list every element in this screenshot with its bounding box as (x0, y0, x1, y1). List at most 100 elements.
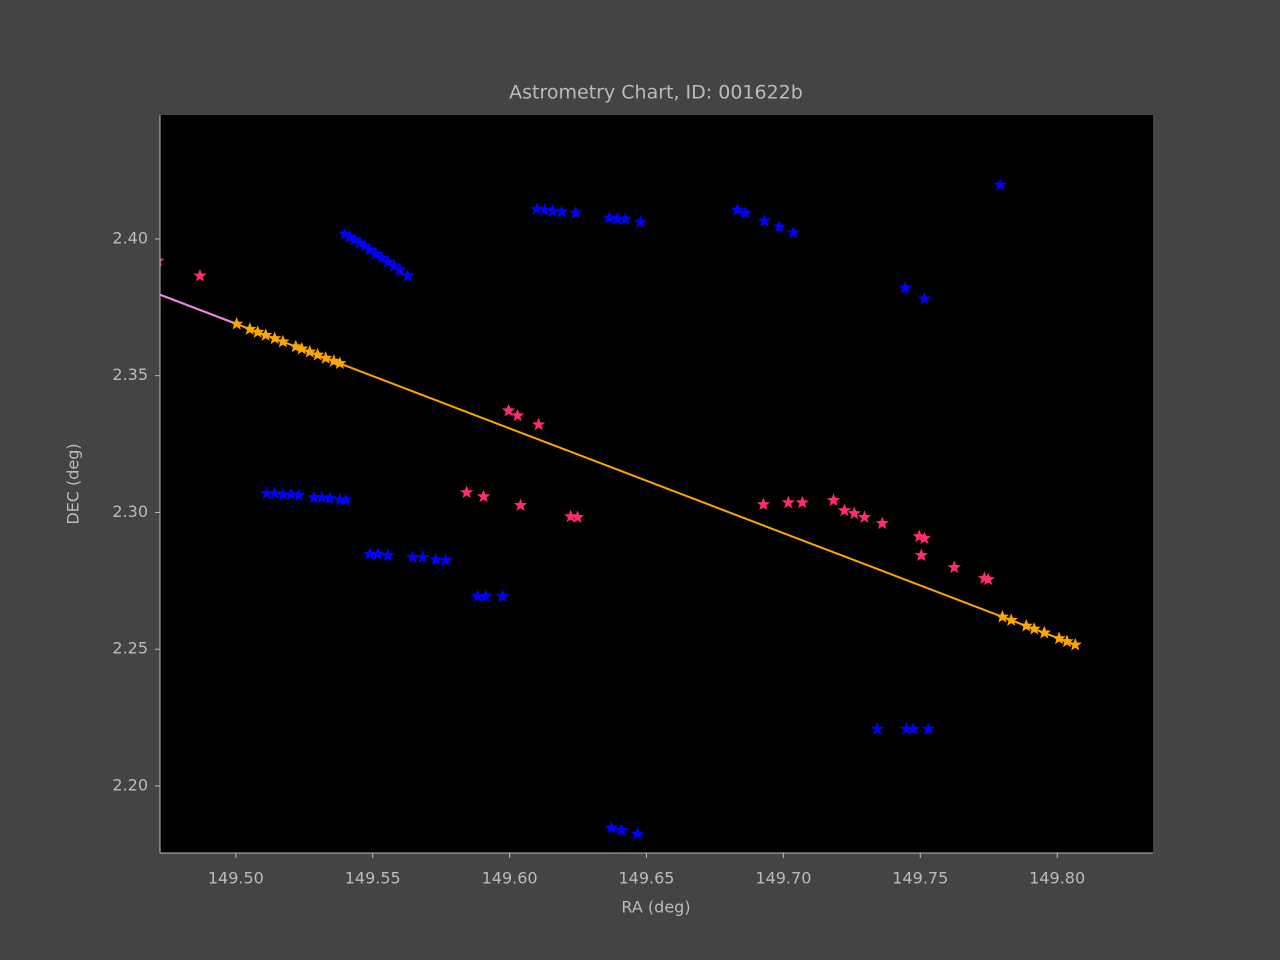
star-point (363, 242, 377, 256)
star-point (870, 722, 884, 735)
x-axis-label: RA (deg) (621, 898, 690, 917)
star-point (917, 531, 932, 545)
star-point (193, 268, 207, 282)
star-point (993, 178, 1007, 191)
star-point (259, 328, 273, 341)
star-point (260, 486, 274, 500)
star-point (899, 722, 913, 735)
star-point (358, 239, 372, 252)
star-point (323, 491, 337, 505)
star-point (243, 322, 257, 335)
star-point (786, 225, 800, 239)
y-tick-label: 2.25 (112, 639, 148, 658)
star-point (564, 509, 578, 523)
star-point (353, 236, 367, 249)
star-point (387, 258, 401, 272)
star-point (1027, 621, 1041, 635)
star-point (795, 495, 809, 509)
star-point (371, 547, 385, 560)
star-point (1004, 613, 1018, 626)
star-point (1019, 618, 1033, 632)
star-point (495, 589, 510, 603)
y-tick-label: 2.20 (112, 775, 148, 794)
star-point (570, 510, 585, 524)
star-point (781, 495, 795, 509)
star-point (730, 202, 745, 216)
y-tick-label: 2.35 (112, 365, 148, 384)
star-point (268, 331, 282, 345)
y-tick-label: 2.30 (112, 502, 148, 521)
star-point (530, 202, 544, 215)
star-point (478, 589, 493, 603)
star-point (847, 506, 861, 520)
star-point (303, 344, 317, 358)
star-point (438, 553, 453, 566)
star-point (406, 550, 420, 563)
star-point (333, 356, 347, 370)
star-point (315, 490, 329, 504)
star-point (363, 547, 377, 560)
star-point (1052, 631, 1066, 645)
star-point (917, 291, 932, 305)
star-point (538, 202, 552, 216)
star-point (348, 233, 362, 246)
star-point (981, 572, 995, 586)
star-point (545, 204, 560, 217)
star-point (906, 722, 920, 735)
star-point (375, 250, 389, 264)
star-point (393, 262, 407, 276)
star-point (470, 589, 485, 603)
star-point (230, 316, 244, 330)
star-point (476, 489, 491, 503)
star-point (429, 552, 443, 566)
star-point (898, 280, 912, 294)
star-point (459, 485, 474, 499)
star-point (369, 246, 383, 260)
star-point (276, 334, 290, 348)
x-tick-label: 149.60 (482, 869, 538, 888)
star-point (602, 210, 617, 224)
star-point (757, 213, 772, 227)
star-point (947, 560, 961, 574)
star-point (738, 205, 752, 219)
star-point (756, 497, 771, 511)
star-point (307, 490, 321, 504)
chart-title: Astrometry Chart, ID: 001622b (509, 82, 803, 104)
star-point (630, 826, 645, 840)
star-point (343, 230, 357, 243)
star-point (251, 325, 265, 338)
star-point (914, 548, 929, 562)
star-point (826, 493, 841, 507)
star-point (160, 258, 165, 267)
star-point (401, 268, 415, 282)
fit-line (160, 293, 238, 325)
star-point (1068, 637, 1082, 651)
y-axis-label: DEC (deg) (64, 443, 83, 524)
star-point (268, 486, 282, 500)
star-point (604, 820, 619, 834)
x-tick-label: 149.55 (345, 869, 401, 888)
x-tick-label: 149.70 (755, 869, 811, 888)
star-point (327, 354, 341, 367)
star-point (311, 347, 325, 361)
star-point (338, 493, 353, 506)
star-point (513, 498, 528, 511)
star-point (1060, 634, 1074, 648)
star-point (276, 487, 290, 501)
x-tick-label: 149.65 (619, 869, 675, 888)
y-tick-label: 2.40 (112, 228, 148, 247)
star-point (284, 487, 298, 501)
star-point (381, 548, 395, 562)
star-point (614, 823, 629, 836)
star-point (531, 417, 546, 431)
star-point (381, 254, 395, 268)
star-point (416, 550, 430, 563)
star-point (333, 492, 347, 506)
star-point (289, 339, 303, 353)
x-tick-label: 149.50 (208, 869, 264, 888)
star-point (618, 211, 633, 225)
star-point (912, 529, 926, 543)
x-tick-label: 149.75 (892, 869, 948, 888)
star-point (633, 214, 648, 228)
